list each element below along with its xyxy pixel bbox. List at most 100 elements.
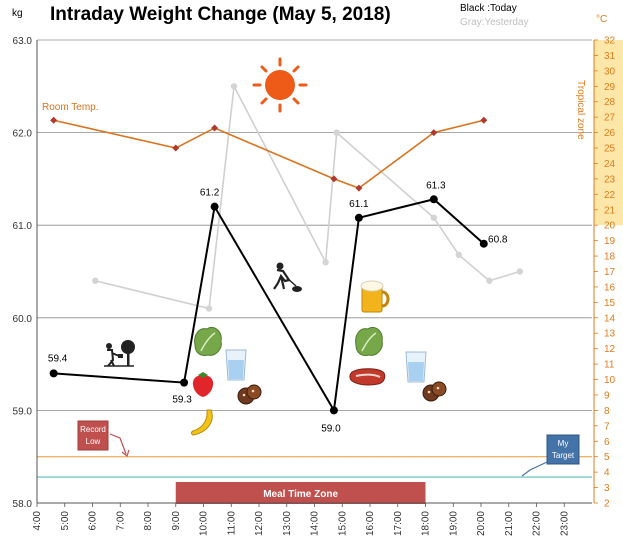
- y-right-tick-label: 25: [604, 144, 616, 155]
- today-point: [429, 195, 438, 204]
- y-right-tick-label: 12: [604, 344, 616, 355]
- room-temp-point: [480, 116, 488, 124]
- left-axis-unit: kg: [12, 8, 23, 19]
- x-tick-label: 18:00: [421, 511, 432, 536]
- meal-time-zone-bar: [175, 482, 426, 504]
- today-point: [479, 239, 488, 248]
- legend-today: Black :Today: [460, 3, 517, 14]
- x-tick-label: 8:00: [143, 511, 154, 531]
- yesterday-point: [516, 268, 524, 275]
- y-right-tick-label: 17: [604, 267, 616, 278]
- my-target-box: [546, 434, 580, 465]
- record-low-arrow: [109, 433, 127, 455]
- y-left-tick-label: 58.0: [13, 499, 33, 510]
- y-right-tick-label: 23: [604, 174, 616, 185]
- my-target-text-2: Target: [552, 451, 575, 460]
- y-right-tick-label: 4: [604, 468, 610, 479]
- today-point: [49, 369, 58, 378]
- y-right-tick-label: 24: [604, 159, 616, 170]
- axes: 58.059.060.061.062.063.02345678910111213…: [13, 36, 616, 537]
- y-right-tick-label: 2: [604, 499, 610, 510]
- my-target-callout: My Target: [521, 434, 580, 477]
- y-right-tick-label: 6: [604, 437, 610, 448]
- y-right-tick-label: 11: [604, 360, 615, 371]
- x-tick-label: 7:00: [115, 511, 126, 531]
- strawberry-icon: [192, 372, 214, 397]
- record-low-text-1: Record: [80, 425, 106, 434]
- x-tick-label: 6:00: [88, 511, 99, 531]
- series-layer: 59.4 59.3 61.2 59.0 61.1 61.3 60.8: [48, 83, 524, 434]
- y-right-tick-label: 14: [604, 313, 616, 324]
- yesterday-point: [455, 251, 462, 259]
- y-right-tick-label: 27: [604, 113, 616, 124]
- record-low-callout: Record Low: [77, 420, 130, 458]
- legend-yesterday: Gray:Yesterday: [460, 17, 529, 28]
- data-label: 61.1: [349, 199, 369, 210]
- room-temp-point: [172, 144, 180, 152]
- tropical-zone-band: [594, 40, 623, 226]
- y-right-tick-label: 26: [604, 128, 616, 139]
- water-glass-icon: [225, 349, 247, 381]
- y-right-tick-label: 10: [604, 375, 616, 386]
- grid-lines: [37, 39, 592, 504]
- meal-time-zone: Meal Time Zone: [175, 482, 426, 504]
- yesterday-point: [205, 305, 213, 312]
- x-tick-label: 23:00: [559, 511, 570, 536]
- chart-title: Intraday Weight Change (May 5, 2018): [50, 4, 391, 25]
- y-left-tick-label: 62.0: [13, 129, 33, 140]
- tree-watering-icon: [104, 340, 135, 367]
- today-point: [180, 378, 189, 387]
- x-tick-label: 17:00: [393, 511, 404, 536]
- y-right-tick-label: 30: [604, 66, 616, 77]
- x-tick-label: 15:00: [337, 511, 348, 536]
- data-label: 61.2: [200, 188, 220, 199]
- yesterday-point: [430, 214, 438, 221]
- lettuce-icon: [355, 326, 383, 356]
- y-right-tick-label: 15: [604, 298, 616, 309]
- y-right-tick-label: 31: [604, 51, 616, 62]
- gardening-icon: [273, 262, 302, 292]
- x-tick-label: 19:00: [448, 511, 459, 536]
- banana-icon: [191, 409, 213, 436]
- x-tick-label: 5:00: [60, 511, 71, 531]
- x-tick-label: 14:00: [310, 511, 321, 536]
- y-right-tick-label: 13: [604, 329, 616, 340]
- cookies-icon: [422, 381, 447, 402]
- x-tick-label: 22:00: [532, 511, 543, 536]
- y-right-tick-label: 16: [604, 282, 616, 293]
- room-temp-label: Room Temp.: [42, 102, 99, 113]
- y-right-tick-label: 9: [604, 390, 610, 401]
- room-temp-point: [50, 116, 58, 124]
- x-tick-label: 11:00: [226, 511, 237, 536]
- beer-icon: [360, 280, 390, 313]
- series-line: [95, 83, 521, 310]
- y-right-tick-label: 7: [604, 421, 610, 432]
- y-right-tick-label: 29: [604, 82, 616, 93]
- record-low-text-2: Low: [86, 437, 101, 446]
- room-temp-point: [430, 129, 438, 137]
- today-point: [210, 202, 219, 211]
- data-label: 61.3: [426, 180, 446, 191]
- y-right-tick-label: 21: [604, 205, 616, 216]
- y-right-tick-label: 8: [604, 406, 610, 417]
- today-point: [354, 213, 363, 222]
- y-right-tick-label: 20: [604, 221, 616, 232]
- room-temp-point: [355, 184, 363, 192]
- yesterday-point: [486, 277, 493, 284]
- y-left-tick-label: 61.0: [13, 221, 33, 232]
- x-tick-label: 12:00: [254, 511, 265, 536]
- reference-lines: [37, 456, 592, 478]
- x-tick-label: 9:00: [171, 511, 182, 531]
- meal-time-zone-label: Meal Time Zone: [263, 489, 338, 500]
- today-point: [329, 406, 338, 415]
- x-tick-label: 21:00: [504, 511, 515, 536]
- room-temp-point: [330, 175, 338, 183]
- tropical-zone-label: Tropical zone: [575, 80, 586, 140]
- y-right-tick-label: 5: [604, 452, 610, 463]
- y-left-tick-label: 60.0: [13, 314, 33, 325]
- y-left-tick-label: 59.0: [13, 406, 33, 417]
- data-label: 60.8: [488, 235, 508, 246]
- steak-icon: [349, 368, 386, 386]
- my-target-text-1: My: [558, 439, 569, 448]
